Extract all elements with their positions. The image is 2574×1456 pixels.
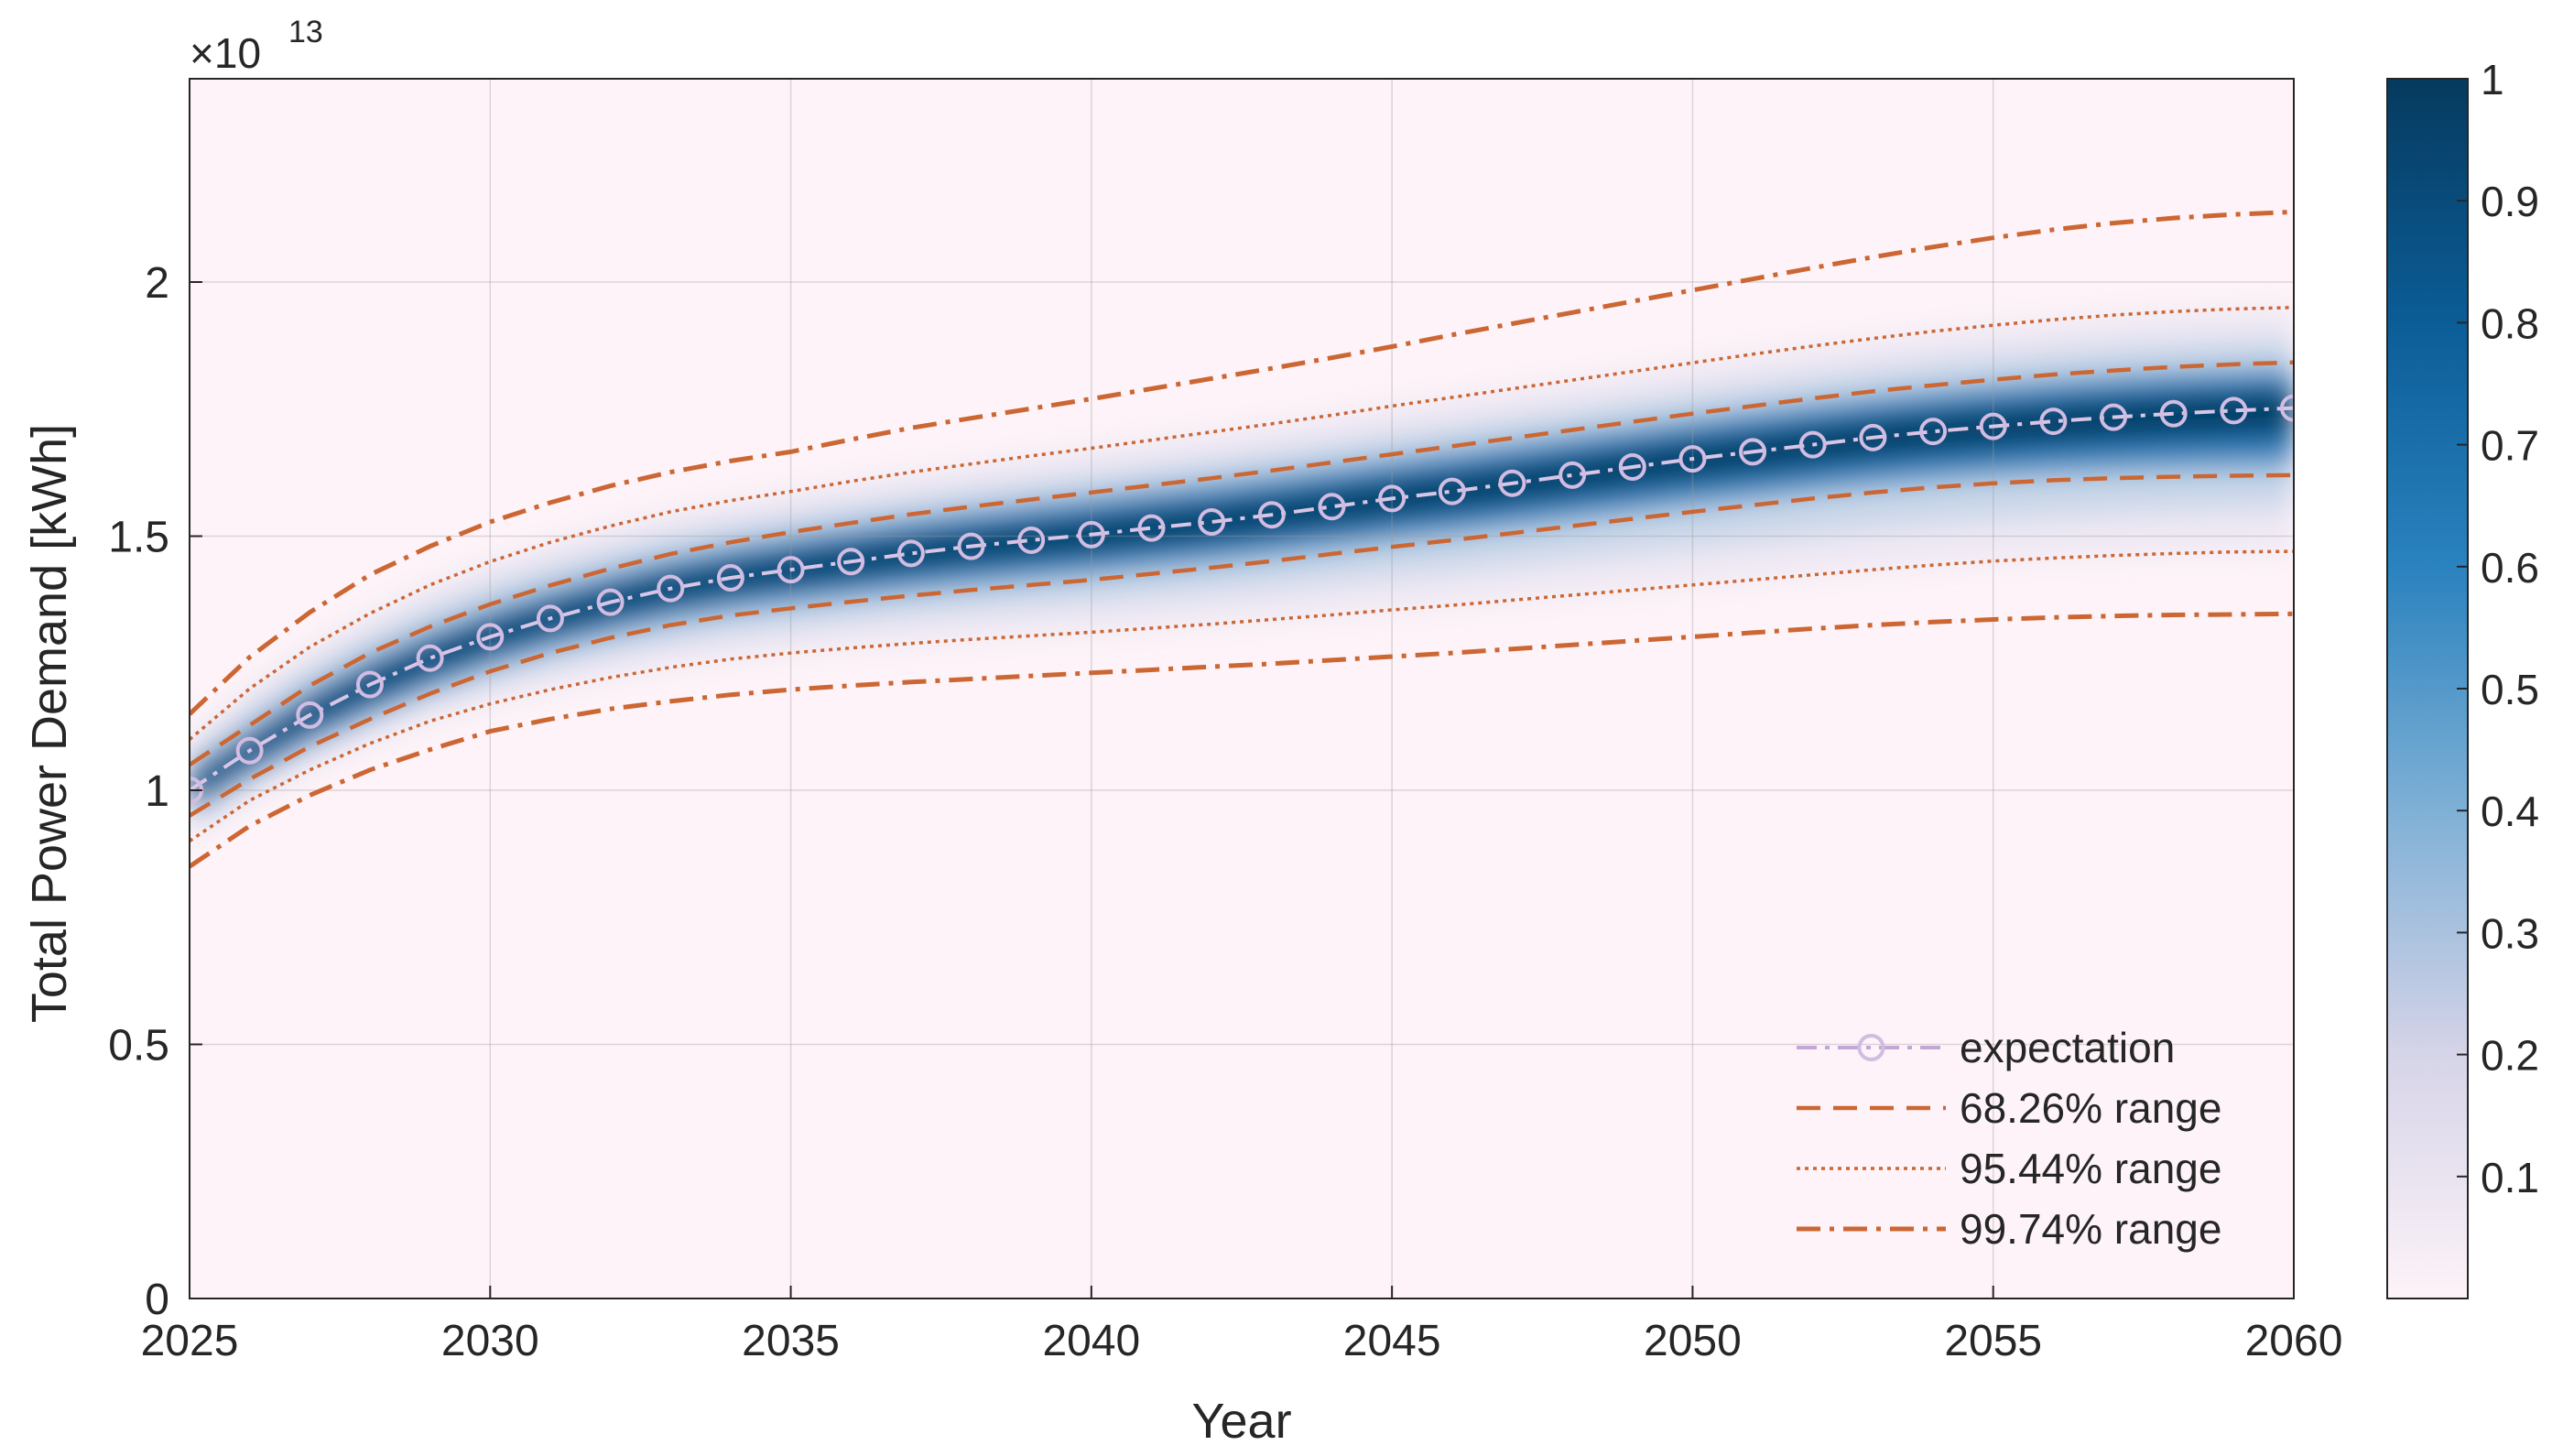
expectation-marker (355, 670, 384, 699)
x-tick-label: 2050 (1644, 1317, 1742, 1365)
range-99-lower-line (190, 611, 2294, 869)
expectation-marker (235, 736, 264, 765)
colorbar-tick-label: 1 (2481, 56, 2504, 103)
density-heatmap (190, 307, 2294, 842)
expectation-marker (896, 539, 925, 568)
expectation-marker (1498, 469, 1526, 497)
x-tick-label: 2060 (2245, 1317, 2343, 1365)
expectation-marker (1198, 507, 1226, 536)
expectation-marker (716, 564, 744, 592)
range-95-upper-line (190, 306, 2294, 741)
colorbar-tick-label: 0.6 (2481, 544, 2539, 592)
expectation-marker (1257, 501, 1286, 529)
expectation-line (190, 406, 2294, 792)
expectation-marker (1798, 430, 1827, 459)
legend: expectation 68.26% range 95.44% range 99.74… (1797, 1024, 2221, 1253)
legend-label: 68.26% range (1960, 1084, 2221, 1132)
x-tick-label: 2055 (1944, 1317, 2042, 1365)
x-tick-label: 2030 (441, 1317, 539, 1365)
range-68-upper-line (190, 360, 2294, 767)
expectation-marker (2159, 399, 2188, 428)
grid-lines (190, 79, 2294, 1298)
y-axis-multiplier: ×10 13 (190, 15, 323, 77)
expectation-marker (1859, 423, 1887, 451)
expectation-marker (957, 532, 985, 560)
expectation-marker (1137, 514, 1166, 542)
x-tick-label: 2040 (1042, 1317, 1140, 1365)
colorbar-scale (2386, 78, 2469, 1299)
density-band-4 (190, 375, 2294, 809)
y-tick-label: 0 (145, 1276, 169, 1324)
y-axis-label: Total Power Demand [kWh] (22, 424, 77, 1023)
expectation-marker (837, 548, 865, 576)
colorbar-tick-label: 0.4 (2481, 788, 2539, 835)
series-lines (190, 209, 2294, 869)
range-99-upper-line (190, 209, 2294, 716)
expectation-marker (1077, 520, 1105, 549)
expectation-marker (296, 701, 324, 729)
expectation-marker (1919, 418, 1948, 446)
range-68-lower-line (190, 473, 2294, 818)
expectation-marker (777, 556, 805, 584)
legend-marker (1857, 1034, 1885, 1061)
multiplier-base: ×10 (190, 29, 261, 77)
x-tick-label: 2035 (742, 1317, 840, 1365)
expectation-marker (536, 604, 564, 633)
colorbar-tick-label: 0.5 (2481, 666, 2539, 713)
expectation-marker (476, 623, 505, 651)
range-95-lower-line (190, 549, 2294, 842)
colorbar: 0.1 0.2 0.3 0.4 0.5 0.6 0.7 0.8 0.9 1 (2386, 56, 2539, 1299)
y-tick-label: 0.5 (108, 1022, 169, 1070)
expectation-marker (1318, 493, 1346, 521)
expectation-marker (1979, 412, 2007, 440)
y-axis-ticks: 0 0.5 1 1.5 2 (108, 259, 202, 1324)
y-tick-label: 1 (145, 767, 169, 816)
expectation-marker (1378, 484, 1406, 513)
x-tick-label: 2045 (1343, 1317, 1441, 1365)
expectation-marker (416, 644, 444, 672)
expectation-marker (657, 574, 685, 603)
plot-frame (189, 78, 2295, 1299)
expectation-marker (2280, 394, 2294, 422)
expectation-marker (1678, 445, 1707, 473)
density-band-6 (190, 397, 2294, 797)
x-tick-label: 2025 (141, 1317, 239, 1365)
colorbar-tick-label: 0.2 (2481, 1032, 2539, 1080)
y-tick-label: 2 (145, 259, 169, 308)
expectation-marker (2220, 397, 2248, 425)
x-axis-ticks: 2025 2030 2035 2040 2045 2050 2055 2060 (141, 1286, 2343, 1365)
colorbar-tick-label: 0.3 (2481, 909, 2539, 957)
colorbar-tick-label: 0.8 (2481, 299, 2539, 347)
expectation-marker (1739, 438, 1767, 466)
expectation-marker (1618, 453, 1646, 482)
legend-label: expectation (1960, 1024, 2175, 1071)
expectation-marker (2100, 403, 2128, 431)
legend-label: 95.44% range (1960, 1145, 2221, 1192)
colorbar-tick-label: 0.9 (2481, 178, 2539, 225)
expectation-marker (2039, 407, 2068, 436)
y-tick-label: 1.5 (108, 514, 169, 562)
multiplier-exponent: 13 (288, 15, 323, 49)
colorbar-tick-label: 0.1 (2481, 1154, 2539, 1201)
expectation-marker (596, 588, 624, 616)
expectation-marker (1559, 461, 1587, 489)
expectation-marker (1017, 526, 1046, 554)
expectation-marker (1438, 477, 1466, 505)
x-axis-label: Year (1191, 1394, 1291, 1449)
colorbar-tick-label: 0.7 (2481, 422, 2539, 470)
legend-label: 99.74% range (1960, 1205, 2221, 1253)
